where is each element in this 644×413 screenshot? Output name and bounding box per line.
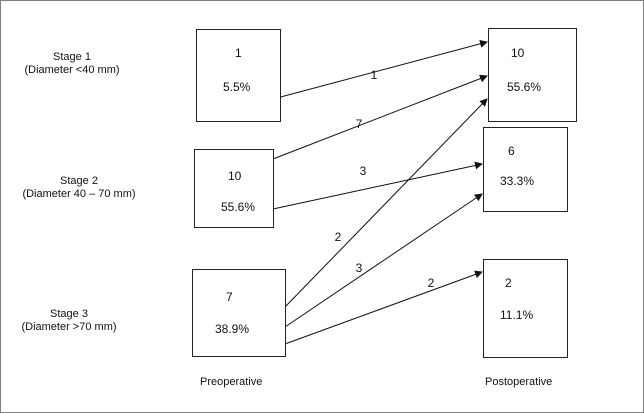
preop-stage-3-count: 7 [226, 290, 233, 304]
flow-arrow-s1-to-s1 [272, 39, 488, 100]
stage-3-label: Stage 3 (Diameter >70 mm) [4, 308, 134, 334]
preop-box-stage-2: 10 55.6% [194, 149, 274, 228]
stage-1-subtitle: (Diameter <40 mm) [24, 64, 120, 76]
postop-box-stage-1: 10 55.6% [488, 28, 577, 122]
flow-label-s1-to-s1: 1 [370, 68, 378, 82]
flow-label-s3-to-s1: 2 [334, 230, 342, 244]
postop-stage-2-percent: 33.3% [500, 174, 535, 188]
stage-1-title: Stage 1 [53, 51, 91, 63]
preoperative-column-label: Preoperative [200, 376, 263, 388]
preop-box-stage-1: 1 5.5% [196, 29, 281, 122]
flow-arrow-s3-to-s1 [284, 98, 488, 308]
preop-box-stage-3: 7 38.9% [192, 269, 286, 357]
stage-2-title: Stage 2 [60, 175, 98, 187]
stage-1-label: Stage 1 (Diameter <40 mm) [7, 51, 137, 77]
postop-stage-3-count: 2 [505, 276, 512, 290]
flow-arrow-s2-to-s1 [272, 74, 488, 160]
stage-2-label: Stage 2 (Diameter 40 – 70 mm) [4, 175, 154, 201]
flow-label-s3-to-s2: 3 [355, 261, 363, 275]
stage-3-title: Stage 3 [50, 308, 88, 320]
postop-box-stage-2: 6 33.3% [483, 127, 568, 212]
postop-stage-1-percent: 55.6% [507, 80, 542, 94]
preop-stage-2-percent: 55.6% [221, 200, 256, 214]
preop-stage-1-percent: 5.5% [223, 80, 251, 94]
stage-2-subtitle: (Diameter 40 – 70 mm) [22, 188, 136, 200]
flow-label-s3-to-s3: 2 [427, 276, 435, 290]
flow-arrow-s2-to-s2 [272, 161, 483, 210]
postoperative-column-label: Postoperative [485, 376, 553, 388]
stage-3-subtitle: (Diameter >70 mm) [21, 321, 117, 333]
preop-stage-3-percent: 38.9% [215, 322, 250, 336]
flow-label-s2-to-s2: 3 [359, 164, 367, 178]
flow-arrow-s3-to-s3 [284, 270, 483, 345]
postop-stage-3-percent: 11.1% [500, 308, 534, 322]
flow-arrow-s3-to-s2 [284, 193, 483, 328]
postop-box-stage-3: 2 11.1% [483, 259, 568, 358]
postop-stage-1-count: 10 [511, 46, 525, 60]
flow-label-s2-to-s1: 7 [355, 117, 363, 131]
preop-stage-1-count: 1 [235, 46, 242, 60]
preop-stage-2-count: 10 [228, 169, 242, 183]
postop-stage-2-count: 6 [508, 144, 515, 158]
